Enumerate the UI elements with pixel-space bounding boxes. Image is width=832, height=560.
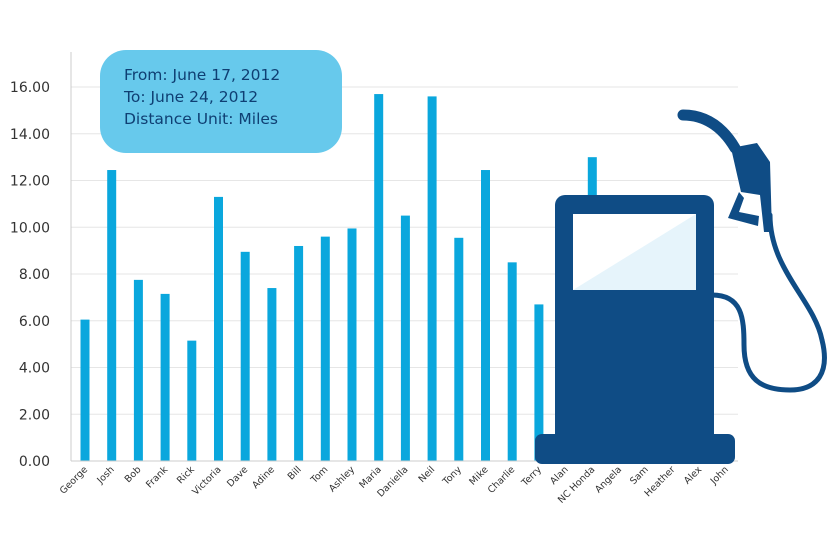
x-tick-label: Mike — [467, 464, 490, 487]
bar — [454, 237, 464, 461]
fuel-pump-icon — [535, 109, 827, 464]
x-tick-label: John — [708, 464, 731, 487]
y-tick-label: 6.00 — [19, 314, 50, 330]
bar — [347, 228, 357, 461]
bar — [427, 96, 437, 462]
bar — [240, 251, 250, 461]
y-tick-label: 4.00 — [19, 361, 50, 377]
y-tick-label: 12.00 — [10, 174, 50, 190]
x-tick-label: Alan — [548, 464, 571, 487]
date-range-info-box: From: June 17, 2012 To: June 24, 2012 Di… — [100, 50, 342, 153]
y-tick-label: 8.00 — [19, 267, 50, 283]
x-tick-label: Frank — [144, 464, 171, 491]
nozzle-trigger — [728, 192, 759, 226]
x-tick-label: Adine — [250, 464, 277, 491]
x-tick-label: Neil — [417, 464, 438, 485]
y-tick-label: 14.00 — [10, 127, 50, 143]
bar — [214, 196, 223, 461]
bar — [133, 279, 143, 461]
nozzle-body — [731, 143, 772, 232]
x-tick-label: Alex — [682, 464, 704, 486]
nozzle-spout — [677, 109, 741, 154]
bar — [374, 94, 384, 461]
y-tick-label: 2.00 — [19, 407, 50, 423]
bar — [481, 170, 490, 462]
x-tick-label: Victoria — [190, 464, 223, 497]
y-tick-label: 10.00 — [10, 220, 50, 236]
bar — [107, 170, 117, 462]
bar — [320, 236, 330, 461]
x-tick-label: Tony — [440, 464, 464, 488]
x-tick-label: Ashley — [327, 464, 357, 494]
x-tick-label: Rick — [175, 464, 197, 486]
y-tick-label: 16.00 — [10, 80, 50, 96]
x-tick-label: Tom — [308, 464, 330, 486]
x-tick-label: Dave — [225, 464, 250, 489]
x-tick-label: Bill — [286, 464, 304, 482]
y-tick-labels: 0.00 2.00 4.00 6.00 8.00 10.00 12.00 14.00 16.00 — [10, 80, 50, 470]
x-tick-label: George — [58, 464, 90, 496]
bar — [294, 245, 304, 461]
x-tick-label: Sam — [628, 464, 651, 487]
bar — [267, 288, 277, 461]
bar — [80, 319, 90, 461]
x-tick-label: Josh — [94, 464, 116, 486]
bar — [160, 293, 170, 461]
x-tick-label: Terry — [519, 464, 544, 489]
bar — [507, 262, 517, 461]
y-tick-label: 0.00 — [19, 454, 50, 470]
x-tick-label: Charlie — [486, 464, 518, 496]
bar — [187, 340, 197, 461]
info-distance-unit: Distance Unit: Miles — [124, 110, 279, 128]
x-tick-label: Bob — [123, 464, 144, 485]
bar — [400, 215, 410, 461]
info-from-date: From: June 17, 2012 — [124, 66, 281, 84]
pump-screen-glare — [573, 214, 696, 290]
pump-hose — [709, 212, 827, 393]
bar — [534, 304, 544, 461]
info-to-date: To: June 24, 2012 — [124, 88, 259, 106]
x-tick-label: Angela — [593, 464, 624, 495]
pump-base — [535, 434, 735, 464]
